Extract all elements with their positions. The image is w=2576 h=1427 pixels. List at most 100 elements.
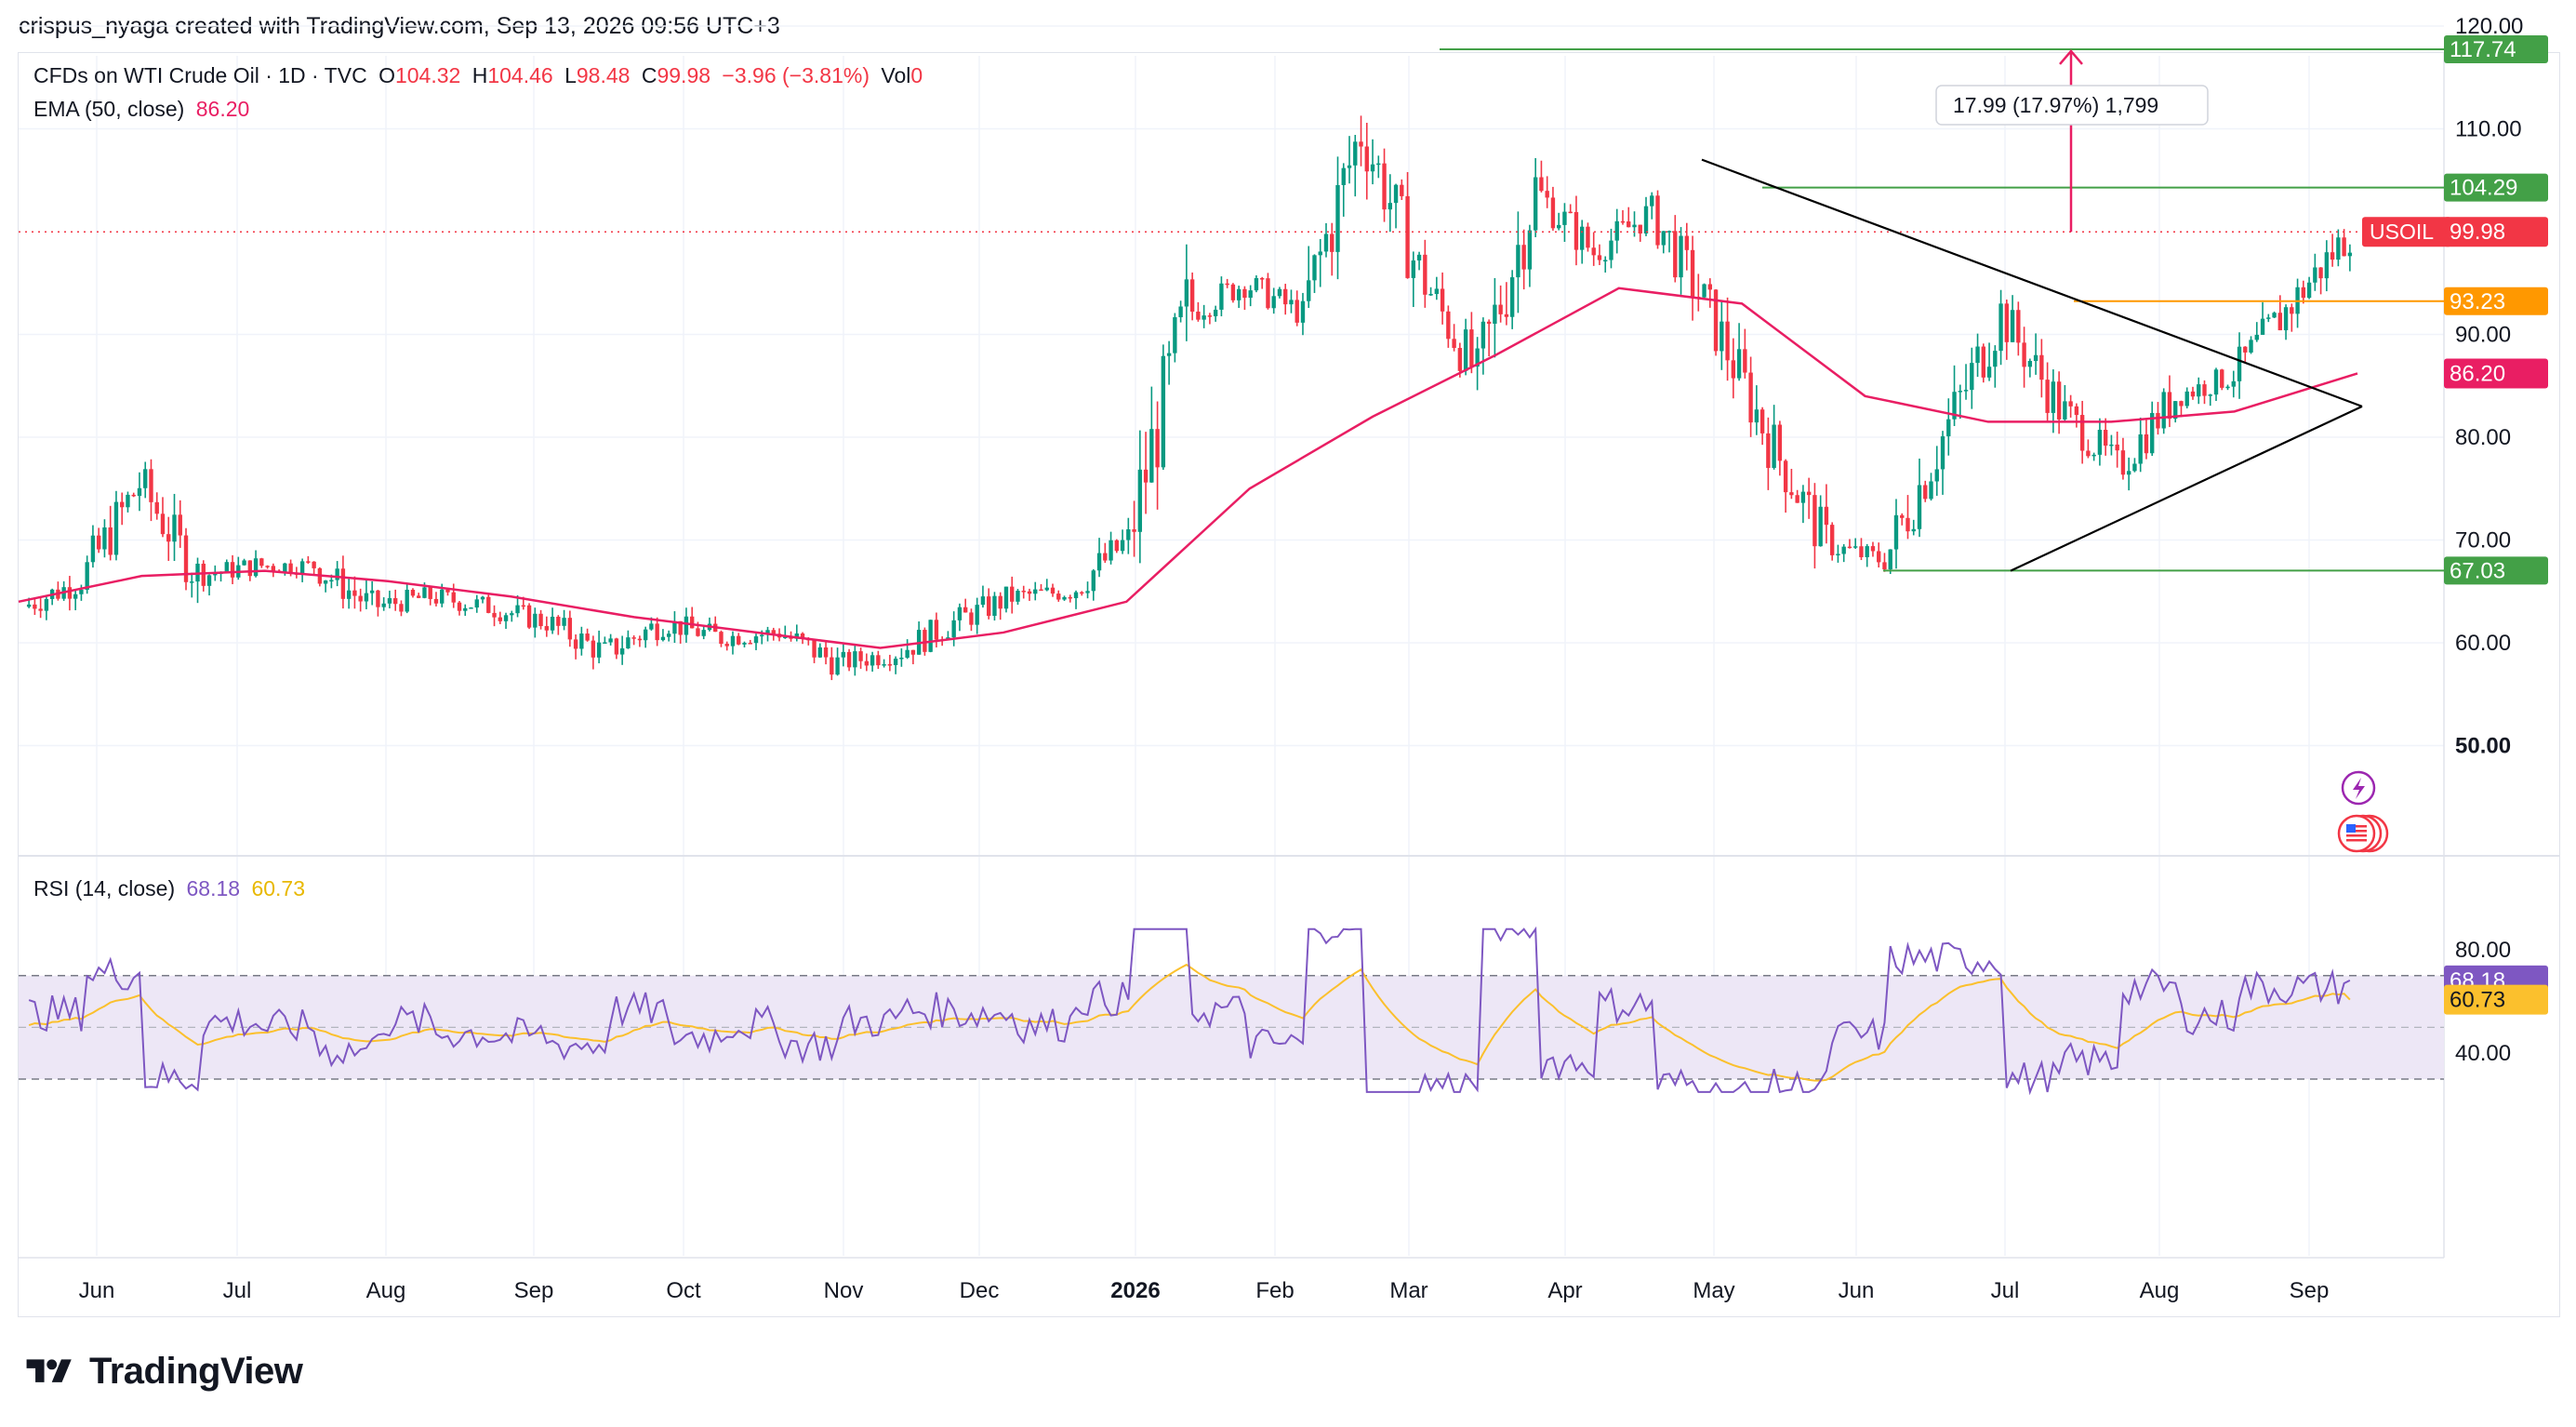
time-axis-label: Sep bbox=[514, 1278, 554, 1303]
candle-body bbox=[1591, 247, 1596, 256]
candle-body bbox=[887, 664, 893, 666]
candle-body bbox=[666, 633, 671, 637]
candle-body bbox=[969, 612, 974, 625]
candle-body bbox=[44, 598, 49, 611]
candle-body bbox=[1650, 195, 1654, 207]
candle-body bbox=[1341, 167, 1346, 185]
candle-body bbox=[1720, 321, 1724, 352]
candle-body bbox=[33, 604, 37, 609]
candle-body bbox=[2272, 313, 2277, 318]
candle-body bbox=[1824, 506, 1829, 526]
lightning-glyph-icon bbox=[2353, 778, 2365, 799]
candle-body bbox=[1545, 191, 1549, 198]
candle-body bbox=[340, 568, 346, 599]
candle-body bbox=[1859, 546, 1864, 557]
candle-body bbox=[1091, 570, 1095, 592]
rsi-ma-tag bbox=[2444, 984, 2548, 1015]
candle-body bbox=[1911, 528, 1916, 532]
candle-body bbox=[660, 636, 666, 641]
candle-body bbox=[1248, 290, 1253, 299]
candle-body bbox=[1457, 348, 1463, 371]
candle-body bbox=[876, 655, 881, 666]
candle-body bbox=[1388, 203, 1392, 210]
candle-body bbox=[2138, 433, 2143, 464]
candle-body bbox=[474, 599, 479, 608]
candle-body bbox=[619, 647, 625, 655]
candle-body bbox=[1481, 321, 1486, 349]
candle-body bbox=[1073, 592, 1079, 599]
candle-body bbox=[526, 605, 532, 628]
candle-body bbox=[2027, 360, 2033, 367]
candle-body bbox=[643, 629, 648, 641]
candle-body bbox=[637, 638, 643, 641]
candle-body bbox=[1259, 277, 1265, 280]
candle-body bbox=[957, 607, 963, 620]
candle-body bbox=[1993, 351, 1998, 367]
candle-body bbox=[422, 587, 427, 598]
candle-body bbox=[183, 535, 189, 582]
candle-body bbox=[1446, 311, 1451, 340]
rsi-line bbox=[28, 926, 2351, 1096]
candle-body bbox=[1847, 546, 1852, 549]
candle-body bbox=[1870, 546, 1876, 552]
time-axis-label: Jun bbox=[79, 1278, 115, 1303]
level-tag-93.23 bbox=[2444, 287, 2548, 315]
candle-body bbox=[1330, 233, 1334, 252]
level-tag-117.74 bbox=[2444, 34, 2548, 63]
candle-body bbox=[1126, 529, 1131, 540]
candle-body bbox=[1586, 226, 1590, 248]
candle-body bbox=[288, 563, 293, 573]
candle-body bbox=[1236, 288, 1242, 300]
candle-body bbox=[2342, 237, 2346, 257]
candle-body bbox=[934, 620, 939, 640]
candle-body bbox=[1900, 514, 1905, 518]
candle-body bbox=[26, 604, 32, 607]
candle-body bbox=[271, 566, 276, 571]
candle-body bbox=[1498, 304, 1503, 314]
candle-body bbox=[1940, 436, 1945, 470]
candle-body bbox=[2190, 391, 2196, 397]
candle-body bbox=[1963, 390, 1969, 392]
price-axis-label: 110.00 bbox=[2455, 117, 2522, 142]
candle-body bbox=[2277, 313, 2283, 331]
triangle-upper-line bbox=[1701, 158, 2363, 407]
lightning-event-icon bbox=[2341, 770, 2376, 806]
candle-body bbox=[1202, 315, 1206, 320]
candle-body bbox=[899, 658, 904, 660]
candle-body bbox=[1736, 349, 1742, 379]
candle-body bbox=[870, 655, 875, 666]
candle-body bbox=[1318, 251, 1322, 256]
candle-body bbox=[2318, 267, 2323, 279]
candle-body bbox=[242, 560, 246, 566]
candle-body bbox=[1934, 469, 1939, 482]
candle-body bbox=[1609, 240, 1613, 260]
candle-body bbox=[1707, 284, 1713, 290]
tradingview-wordmark: TradingView bbox=[89, 1351, 303, 1392]
candle-body bbox=[1132, 529, 1136, 532]
candle-body bbox=[224, 562, 229, 573]
candle-body bbox=[2144, 433, 2149, 454]
candle-body bbox=[190, 581, 194, 583]
candle-body bbox=[1562, 211, 1567, 225]
ema-legend[interactable]: EMA (50, close) 86.20 bbox=[33, 97, 255, 122]
candle-body bbox=[846, 651, 852, 668]
candle-body bbox=[579, 633, 584, 649]
candle-body bbox=[1597, 255, 1602, 260]
candle-body bbox=[1428, 294, 1433, 296]
candle-body bbox=[515, 605, 520, 614]
tradingview-brand[interactable]: TradingView bbox=[20, 1351, 303, 1393]
ema-tag-text: 86.20 bbox=[2450, 361, 2505, 386]
rsi-legend[interactable]: RSI (14, close) 68.18 60.73 bbox=[33, 876, 311, 901]
candle-body bbox=[376, 590, 380, 607]
candle-body bbox=[1777, 424, 1783, 461]
level-tag-text-67.03: 67.03 bbox=[2450, 558, 2505, 583]
candle-body bbox=[701, 630, 706, 636]
candle-body bbox=[178, 514, 182, 536]
candle-body bbox=[1731, 360, 1736, 379]
candle-body bbox=[469, 607, 473, 609]
candle-body bbox=[1806, 491, 1812, 496]
candle-body bbox=[247, 560, 253, 577]
candle-body bbox=[253, 558, 259, 577]
symbol-title[interactable]: CFDs on WTI Crude Oil · 1D · TVC bbox=[33, 63, 367, 87]
